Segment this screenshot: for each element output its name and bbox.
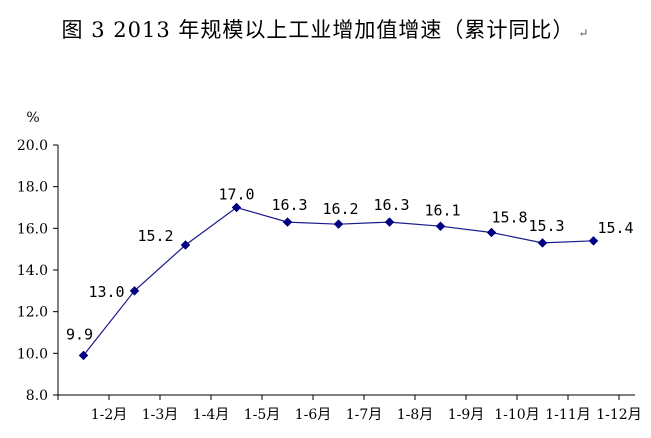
x-tick-label: 1-3月 [142,407,179,423]
data-point-marker [180,240,191,250]
y-tick-label: 14.0 [17,263,48,279]
data-point-marker [384,217,395,227]
data-label: 16.1 [424,201,460,219]
y-tick-label: 12.0 [17,305,48,321]
data-label: 9.9 [66,325,93,343]
data-label: 16.2 [322,200,358,218]
data-point-marker [486,227,497,238]
x-tick-label: 1-2月 [91,407,128,423]
data-point-marker [231,202,242,213]
x-tick-label: 1-6月 [295,407,332,423]
data-label: 13.0 [88,283,124,301]
x-tick-label: 1-5月 [244,407,281,423]
x-tick-label: 1-8月 [397,407,434,423]
y-tick-label: 18.0 [17,180,48,196]
data-label: 16.3 [373,196,409,214]
return-mark: ↵ [578,26,590,40]
y-tick-label: 20.0 [17,138,48,154]
y-tick-label: 16.0 [17,221,48,237]
data-label: 15.3 [528,217,564,235]
y-tick-label: 10.0 [17,346,48,362]
chart-title: 图 3 2013 年规模以上工业增加值增速（累计同比） ↵ [0,14,651,44]
y-tick-label: 8.0 [26,388,48,404]
data-point-marker [129,285,140,296]
data-label: 16.3 [271,196,307,214]
x-tick-label: 1-9月 [448,407,485,423]
chart-axes: 8.0 10.0 12.0 14.0 16.0 18.0 20.0% 1-2月 1-3月 1-4月… [17,110,642,423]
data-label: 15.8 [491,209,527,227]
x-tick-label: 1-4月 [193,407,230,423]
x-tick-label: 1-10月 [494,407,539,423]
data-point-marker [435,221,446,232]
data-point-marker [333,219,344,230]
data-point-marker [282,217,293,227]
data-point-marker [537,238,548,248]
data-label: 15.2 [137,227,173,245]
y-axis-unit-label: % [26,110,39,126]
data-label: 17.0 [218,186,254,204]
chart-series [78,202,599,361]
x-tick-label: 1-11月 [545,407,590,423]
chart-title-text: 图 3 2013 年规模以上工业增加值增速（累计同比） [61,18,575,42]
data-point-marker [588,235,599,246]
x-tick-label: 1-12月 [596,407,641,423]
data-point-marker [78,350,89,361]
data-label: 15.4 [597,219,633,237]
x-tick-label: 1-7月 [346,407,383,423]
chart-data-labels: 9.9 13.0 15.2 17.0 16.3 16.2 16.3 16.1 15.8 15.3 1… [66,186,634,344]
